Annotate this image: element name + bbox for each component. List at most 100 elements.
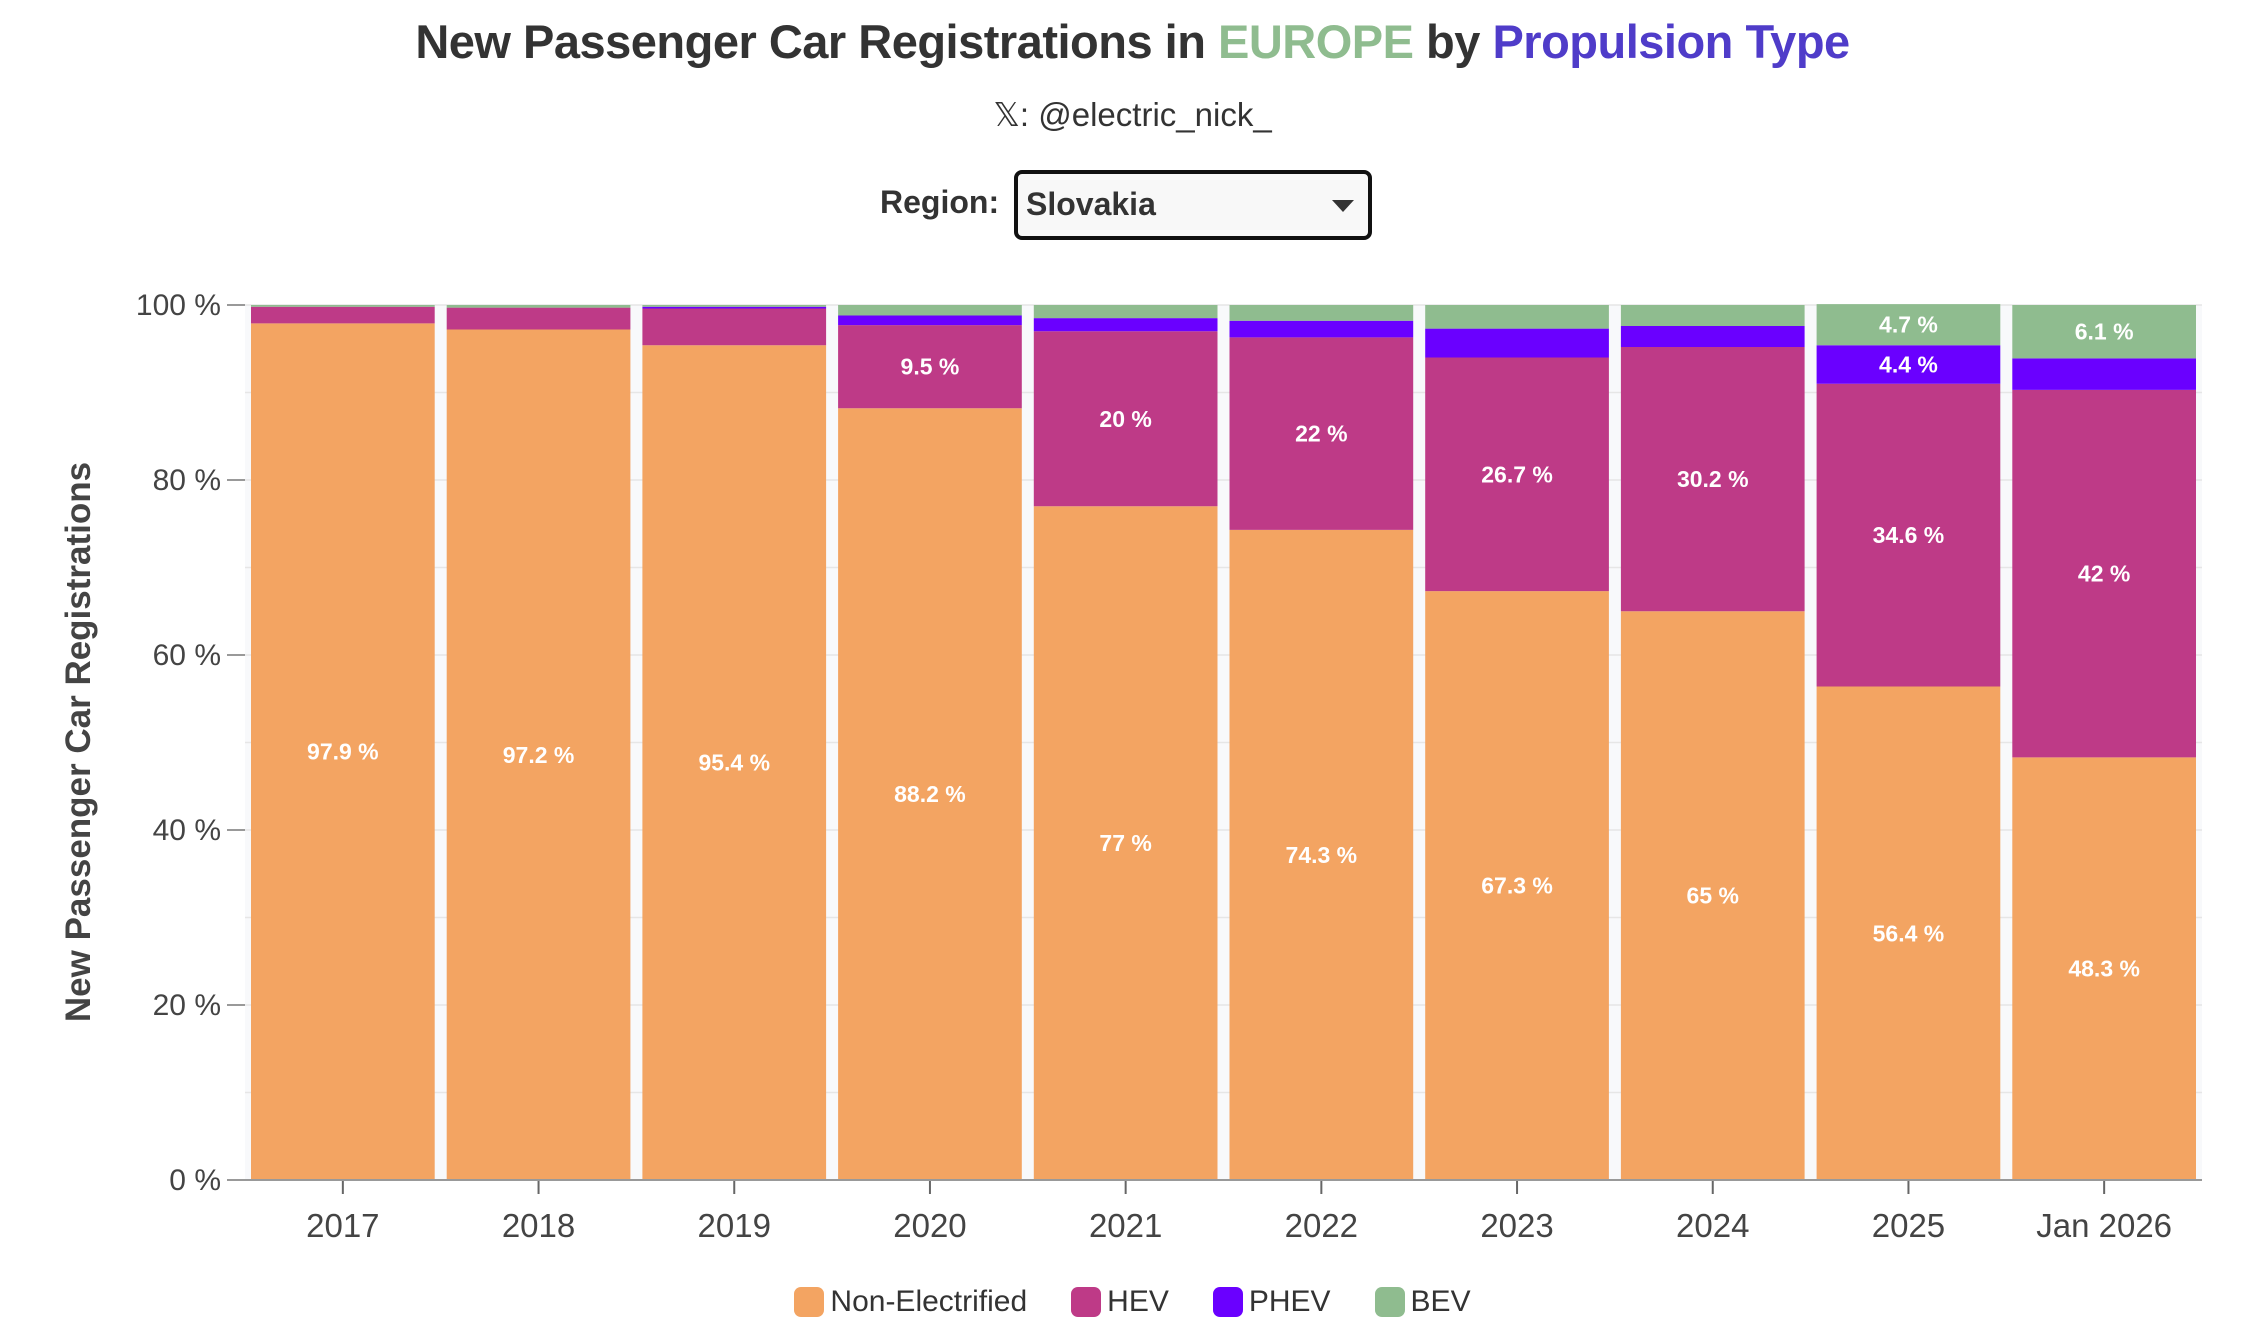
bar-value-label: 30.2 % [1677, 466, 1749, 492]
legend-item-hev[interactable]: HEV [1071, 1282, 1169, 1322]
bar-value-label: 22 % [1295, 421, 1347, 447]
bar-segment-bev[interactable] [642, 305, 827, 307]
bar-value-label: 20 % [1099, 406, 1151, 432]
bar-stack-2023: 67.3 % 26.7 % [1425, 305, 1609, 1180]
x-tick-label: 2018 [502, 1207, 575, 1244]
bar-stack-2022: 74.3 % 22 % [1229, 305, 1414, 1180]
y-tick-label: 60 % [153, 639, 221, 672]
bar-segment-phev[interactable] [1620, 326, 1805, 347]
bar-stack-2021: 77 % 20 % [1033, 305, 1218, 1180]
x-tick-label: 2017 [306, 1207, 379, 1244]
bar-value-label: 6.1 % [2075, 319, 2134, 345]
bar-value-label: 97.9 % [307, 739, 379, 765]
author-handle: 𝕏: @electric_nick_ [993, 96, 1272, 133]
bar-segment-phev[interactable] [838, 315, 1022, 326]
bar-segment-bev[interactable] [1816, 304, 2001, 346]
legend-swatch-icon [794, 1287, 825, 1317]
legend-label: BEV [1410, 1285, 1471, 1318]
bar-value-label: 4.7 % [1879, 312, 1938, 338]
bar-value-label: 42 % [2078, 561, 2130, 587]
bar-segment-phev[interactable] [1229, 320, 1414, 338]
bar-segment-phev[interactable] [1816, 345, 2001, 384]
bar-segment-non-electrified[interactable] [838, 408, 1022, 1180]
legend-swatch-icon [1374, 1287, 1405, 1317]
bar-segment-phev[interactable] [1033, 318, 1218, 332]
bar-segment-hev[interactable] [251, 306, 435, 324]
legend-label: PHEV [1248, 1285, 1331, 1318]
x-tick-label: 2019 [698, 1207, 771, 1244]
bar-segment-bev[interactable] [1425, 305, 1609, 329]
bar-segment-bev[interactable] [251, 305, 435, 307]
bars: 97.9 % 97.2 % 95.4 % 88.2 % 9.5 % 77 % 20 % 74.… [251, 304, 2196, 1180]
bar-segment-hev[interactable] [642, 308, 827, 346]
y-tick-label: 80 % [153, 464, 221, 497]
bar-stack-2020: 88.2 % 9.5 % [838, 305, 1022, 1180]
bar-value-label: 26.7 % [1481, 461, 1553, 487]
bar-stack-2018: 97.2 % [446, 305, 631, 1181]
bar-value-label: 34.6 % [1873, 522, 1945, 548]
region-dropdown[interactable]: Slovakia [1014, 170, 1372, 240]
bar-value-label: 56.4 % [1873, 920, 1945, 946]
y-tick-label: 0 % [169, 1164, 221, 1197]
bar-segment-bev[interactable] [446, 305, 631, 308]
bar-segment-hev[interactable] [446, 307, 631, 330]
x-axis: 2017 2018 2019 2020 2021 2022 2023 2024 2025 Jan … [245, 1179, 2202, 1244]
bar-value-label: 74.3 % [1286, 842, 1358, 868]
bar-segment-non-electrified[interactable] [1033, 506, 1218, 1180]
legend-item-non-electrified[interactable]: Non-Electrified [794, 1282, 1027, 1322]
bar-segment-bev[interactable] [1033, 305, 1218, 319]
legend-item-bev[interactable]: BEV [1374, 1282, 1471, 1322]
bar-segment-phev[interactable] [2012, 358, 2196, 390]
y-tick-label: 100 % [136, 289, 221, 322]
bar-segment-non-electrified[interactable] [1425, 591, 1609, 1180]
title-text-2: by [1413, 15, 1493, 68]
y-tick-label: 40 % [153, 814, 221, 847]
bar-segment-non-electrified[interactable] [642, 345, 827, 1180]
y-tick-label: 20 % [153, 989, 221, 1022]
bar-segment-hev[interactable] [2012, 389, 2196, 758]
x-tick-label: 2024 [1676, 1207, 1749, 1244]
legend-swatch-icon [1071, 1287, 1102, 1317]
y-axis-title: New Passenger Car Registrations [59, 462, 98, 1022]
bar-segment-hev[interactable] [1425, 357, 1609, 592]
title-europe: EUROPE [1217, 15, 1414, 68]
x-tick-label: Jan 2026 [2036, 1207, 2172, 1244]
bar-stack-2024: 65 % 30.2 % [1620, 305, 1805, 1180]
bar-segment-bev[interactable] [838, 305, 1022, 316]
bar-segment-bev[interactable] [2012, 305, 2196, 359]
legend: Non-Electrified HEV PHEV BEV [0, 1282, 2265, 1322]
bar-segment-non-electrified[interactable] [446, 329, 631, 1181]
bar-segment-hev[interactable] [1620, 347, 1805, 612]
bar-value-label: 9.5 % [901, 354, 960, 380]
legend-swatch-icon [1212, 1287, 1243, 1317]
legend-label: HEV [1107, 1285, 1169, 1318]
title-propulsion-type: Propulsion Type [1492, 15, 1850, 68]
bar-segment-phev[interactable] [1425, 328, 1609, 358]
stacked-bar-chart: 97.9 % 97.2 % 95.4 % 88.2 % 9.5 % 77 % 20 % 74.… [59, 289, 2202, 1244]
x-tick-label: 2020 [893, 1207, 966, 1244]
bar-segment-non-electrified[interactable] [1816, 686, 2001, 1181]
x-tick-label: 2021 [1089, 1207, 1162, 1244]
bar-segment-bev[interactable] [1620, 305, 1805, 326]
y-axis: 0 % 20 % 40 % 60 % 80 % 100 % [136, 289, 245, 1197]
bar-segment-hev[interactable] [838, 325, 1022, 409]
bar-value-label: 95.4 % [698, 750, 770, 776]
region-selected-value: Slovakia [1026, 186, 1156, 222]
bar-segment-hev[interactable] [1229, 337, 1414, 530]
legend-label: Non-Electrified [830, 1285, 1028, 1318]
bar-stack-2025: 56.4 % 34.6 % 4.4 % 4.7 % [1816, 304, 2001, 1181]
bar-segment-phev[interactable] [642, 306, 827, 309]
caret-down-icon [1332, 200, 1354, 212]
bar-segment-non-electrified[interactable] [1620, 611, 1805, 1180]
bar-segment-non-electrified[interactable] [251, 323, 435, 1180]
region-label: Region: [880, 184, 1000, 220]
bar-segment-hev[interactable] [1816, 383, 2001, 687]
bar-segment-non-electrified[interactable] [1229, 529, 1414, 1180]
bar-segment-bev[interactable] [1229, 305, 1414, 321]
bar-value-label: 67.3 % [1481, 873, 1553, 899]
bar-segment-non-electrified[interactable] [2012, 757, 2196, 1180]
bar-segment-hev[interactable] [1033, 331, 1218, 507]
legend-item-phev[interactable]: PHEV [1212, 1282, 1331, 1322]
bar-value-label: 97.2 % [503, 742, 575, 768]
x-tick-label: 2025 [1872, 1207, 1945, 1244]
